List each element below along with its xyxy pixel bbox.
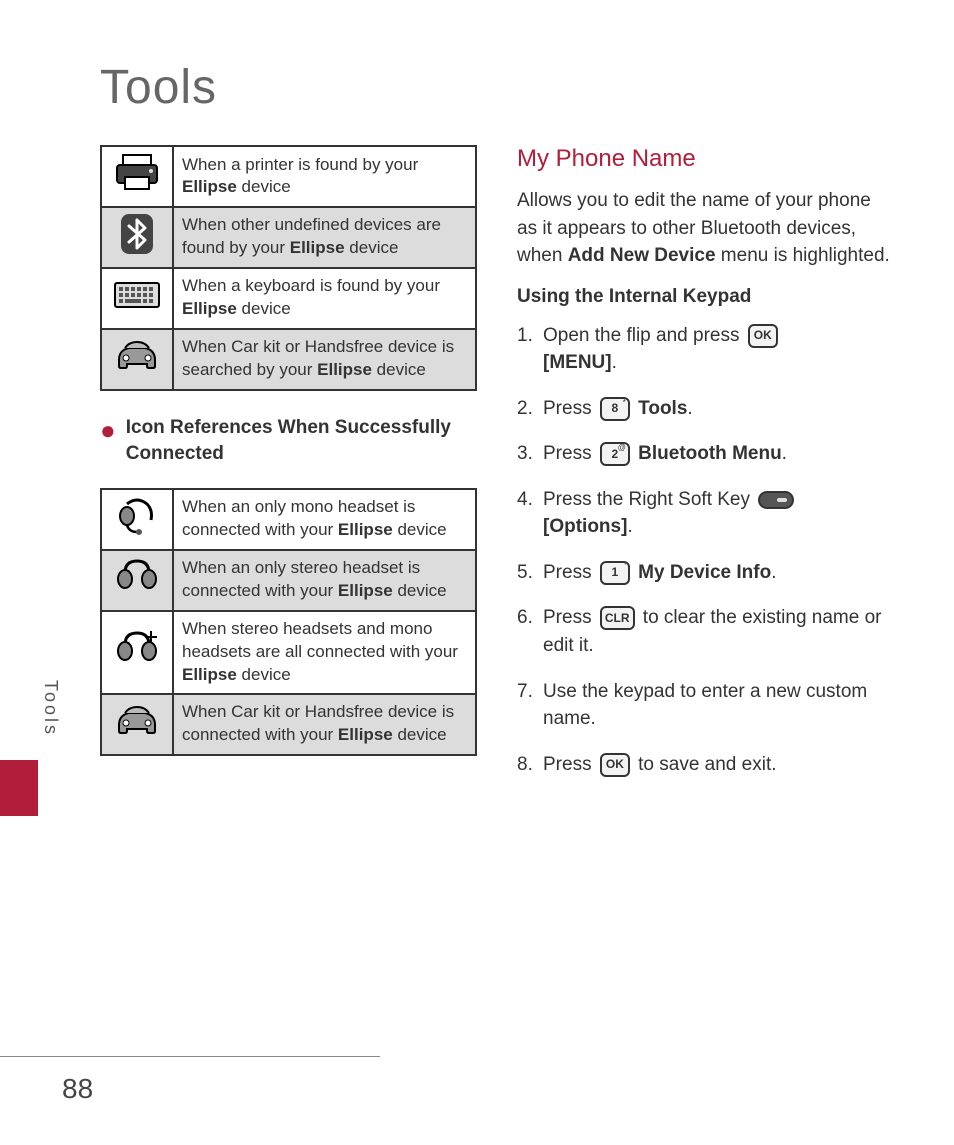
side-tab-marker bbox=[0, 760, 38, 816]
table-row: When other undefined devices are found b… bbox=[101, 207, 476, 268]
table-row: When a keyboard is found by your Ellipse… bbox=[101, 268, 476, 329]
mono-headset-icon bbox=[101, 489, 173, 550]
step-item: Press 1' My Device Info. bbox=[517, 559, 894, 587]
side-tab: Tools bbox=[0, 680, 38, 820]
key-2-icon: 2@ bbox=[600, 442, 630, 466]
found-devices-table: When a printer is found by your Ellipse … bbox=[100, 145, 477, 391]
row-text: When other undefined devices are found b… bbox=[173, 207, 476, 268]
printer-icon bbox=[101, 146, 173, 207]
side-tab-label: Tools bbox=[40, 680, 61, 737]
table-row: When a printer is found by your Ellipse … bbox=[101, 146, 476, 207]
keyboard-icon bbox=[101, 268, 173, 329]
both-headsets-icon bbox=[101, 611, 173, 694]
steps-list: Open the flip and press OK [MENU]. Press… bbox=[517, 322, 894, 779]
step-item: Press OK to save and exit. bbox=[517, 751, 894, 779]
row-text: When a keyboard is found by your Ellipse… bbox=[173, 268, 476, 329]
car-icon bbox=[101, 694, 173, 755]
table-row: When an only stereo headset is connected… bbox=[101, 550, 476, 611]
row-text: When Car kit or Handsfree device is sear… bbox=[173, 329, 476, 390]
key-1-icon: 1' bbox=[600, 561, 630, 585]
page-title: Tools bbox=[100, 60, 894, 115]
row-text: When a printer is found by your Ellipse … bbox=[173, 146, 476, 207]
heading-text: Icon References When Successfully Connec… bbox=[126, 415, 477, 468]
manual-page: Tools When a printer is found by your El… bbox=[0, 0, 954, 1145]
table-row: When an only mono headset is connected w… bbox=[101, 489, 476, 550]
row-text: When stereo headsets and mono headsets a… bbox=[173, 611, 476, 694]
right-column: My Phone Name Allows you to edit the nam… bbox=[517, 145, 894, 796]
connected-heading: ● Icon References When Successfully Conn… bbox=[100, 415, 477, 468]
two-column-layout: When a printer is found by your Ellipse … bbox=[100, 145, 894, 796]
sub-heading: Using the Internal Keypad bbox=[517, 286, 894, 308]
row-text: When Car kit or Handsfree device is conn… bbox=[173, 694, 476, 755]
bluetooth-icon bbox=[101, 207, 173, 268]
step-item: Press the Right Soft Key [Options]. bbox=[517, 486, 894, 541]
key-8-icon: 8* bbox=[600, 397, 630, 421]
table-row: When Car kit or Handsfree device is conn… bbox=[101, 694, 476, 755]
car-icon bbox=[101, 329, 173, 390]
clr-key-icon: CLR bbox=[600, 606, 635, 630]
ok-key-icon: OK bbox=[748, 324, 778, 348]
page-number: 88 bbox=[62, 1073, 93, 1105]
left-column: When a printer is found by your Ellipse … bbox=[100, 145, 477, 796]
step-item: Press 8* Tools. bbox=[517, 395, 894, 423]
right-soft-key-icon bbox=[758, 491, 794, 509]
stereo-headset-icon bbox=[101, 550, 173, 611]
ok-key-icon: OK bbox=[600, 753, 630, 777]
step-item: Use the keypad to enter a new custom nam… bbox=[517, 678, 894, 733]
intro-paragraph: Allows you to edit the name of your phon… bbox=[517, 187, 894, 270]
table-row: When Car kit or Handsfree device is sear… bbox=[101, 329, 476, 390]
step-item: Press 2@ Bluetooth Menu. bbox=[517, 440, 894, 468]
row-text: When an only mono headset is connected w… bbox=[173, 489, 476, 550]
footer-rule bbox=[0, 1056, 380, 1057]
step-item: Open the flip and press OK [MENU]. bbox=[517, 322, 894, 377]
connected-devices-table: When an only mono headset is connected w… bbox=[100, 488, 477, 756]
section-title: My Phone Name bbox=[517, 145, 894, 173]
step-item: Press CLR to clear the existing name or … bbox=[517, 604, 894, 659]
row-text: When an only stereo headset is connected… bbox=[173, 550, 476, 611]
table-row: When stereo headsets and mono headsets a… bbox=[101, 611, 476, 694]
bullet-icon: ● bbox=[100, 417, 116, 468]
